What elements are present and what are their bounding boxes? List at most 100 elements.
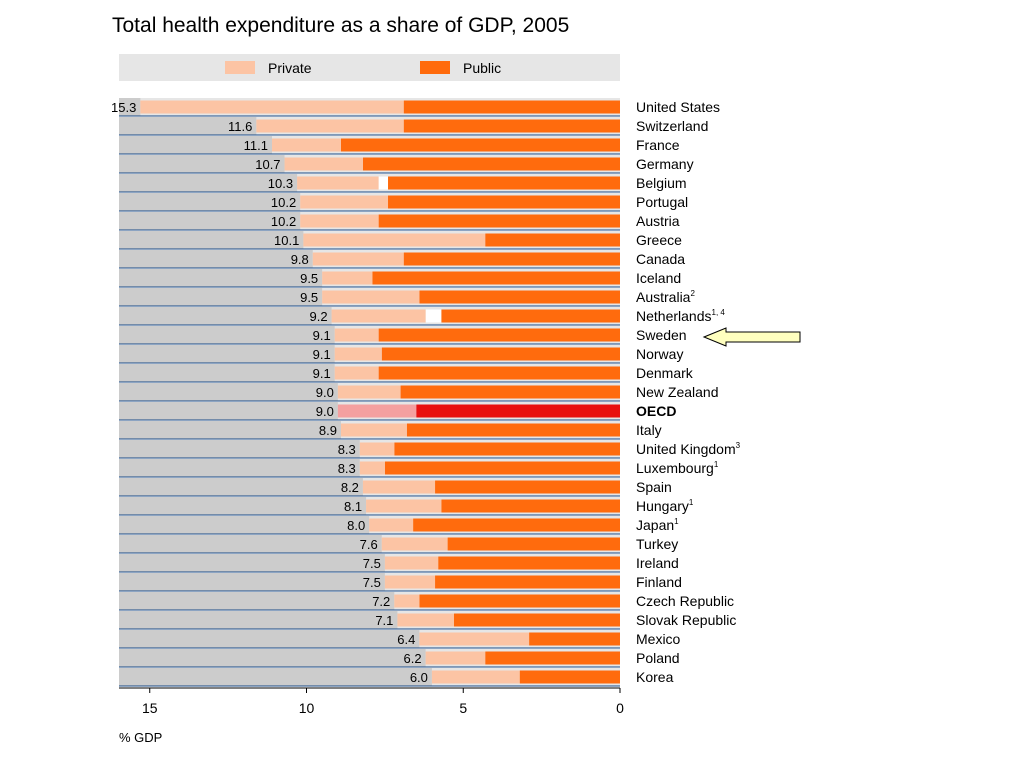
legend-label-private: Private — [268, 60, 312, 76]
legend-label-public: Public — [463, 60, 501, 76]
data-label: 6.2 — [404, 651, 422, 666]
bar-public — [403, 252, 620, 266]
footnote-marker: 1 — [714, 460, 719, 469]
row-band-shaded — [119, 478, 363, 496]
category-label: Iceland — [636, 270, 681, 286]
bar-private — [300, 195, 389, 209]
row-band-shaded — [119, 611, 398, 629]
data-label: 15.3 — [111, 100, 136, 115]
data-label: 8.9 — [319, 423, 337, 438]
data-label: 9.8 — [291, 252, 309, 267]
bar-private — [284, 157, 363, 171]
footnote-marker: 2 — [690, 289, 695, 298]
bar-public — [519, 670, 620, 684]
bar-public — [403, 100, 620, 114]
data-label: 7.6 — [360, 537, 378, 552]
row-band-shaded — [119, 269, 323, 287]
row-band-shaded — [119, 516, 370, 534]
left-arrow-icon — [702, 327, 801, 347]
bar-private — [425, 651, 486, 665]
x-tick-label: 10 — [299, 700, 315, 716]
category-label: Japan1 — [636, 517, 679, 533]
bar-private — [419, 632, 530, 646]
row-band-shaded — [119, 155, 285, 173]
category-label: France — [636, 137, 680, 153]
data-label: 8.3 — [338, 461, 356, 476]
bar-private — [359, 461, 385, 475]
bar-private — [366, 499, 442, 513]
bar-not-allocated — [378, 176, 389, 190]
data-label: 7.1 — [375, 613, 393, 628]
category-label: Slovak Republic — [636, 612, 736, 628]
bar-public — [453, 613, 620, 627]
category-label: Norway — [636, 346, 683, 362]
bar-public — [381, 347, 620, 361]
category-label: Belgium — [636, 175, 687, 191]
data-label: 9.5 — [300, 290, 318, 305]
bar-public — [416, 404, 620, 418]
bar-private — [256, 119, 404, 133]
bar-private — [312, 252, 404, 266]
bar-private — [334, 347, 382, 361]
category-label: Canada — [636, 251, 685, 267]
legend-band — [119, 54, 620, 81]
bar-private — [394, 594, 420, 608]
row-band-shaded — [119, 117, 257, 135]
row-band-shaded — [119, 136, 273, 154]
category-label: Germany — [636, 156, 694, 172]
bar-private — [384, 556, 439, 570]
row-band-shaded — [119, 98, 141, 116]
bar-public — [485, 651, 620, 665]
row-band-shaded — [119, 364, 335, 382]
row-band-shaded — [119, 250, 313, 268]
bar-public — [362, 157, 620, 171]
row-band-shaded — [119, 212, 301, 230]
bar-public — [340, 138, 620, 152]
data-label: 9.2 — [310, 309, 328, 324]
bar-private — [337, 385, 401, 399]
category-label: Portugal — [636, 194, 688, 210]
bar-private — [300, 214, 379, 228]
bar-public — [447, 537, 620, 551]
data-label: 10.3 — [268, 176, 293, 191]
bar-private — [303, 233, 486, 247]
data-label: 10.2 — [271, 214, 296, 229]
row-band-shaded — [119, 497, 367, 515]
bar-public — [378, 366, 620, 380]
category-label: OECD — [636, 403, 676, 419]
footnote-marker: 1, 4 — [712, 308, 726, 317]
data-label: 10.1 — [274, 233, 299, 248]
row-band-shaded — [119, 649, 426, 667]
bar-private — [272, 138, 341, 152]
category-label: Ireland — [636, 555, 679, 571]
data-label: 8.0 — [347, 518, 365, 533]
category-label: Denmark — [636, 365, 694, 381]
bar-public — [384, 461, 620, 475]
data-label: 9.1 — [313, 366, 331, 381]
category-label: Sweden — [636, 327, 687, 343]
row-band-shaded — [119, 193, 301, 211]
row-band-shaded — [119, 668, 432, 686]
bar-public — [413, 518, 620, 532]
category-label: Austria — [636, 213, 680, 229]
data-label: 9.0 — [316, 385, 334, 400]
category-label: United States — [636, 99, 720, 115]
row-band-shaded — [119, 174, 298, 192]
legend-swatch-private — [225, 61, 255, 74]
row-band-shaded — [119, 345, 335, 363]
row-band-shaded — [119, 402, 338, 420]
x-tick-label: 15 — [142, 700, 158, 716]
bar-public — [419, 594, 620, 608]
category-label: Switzerland — [636, 118, 708, 134]
row-band-shaded — [119, 307, 332, 325]
bar-private — [337, 404, 417, 418]
category-label: United Kingdom3 — [636, 441, 741, 457]
data-label: 10.2 — [271, 195, 296, 210]
row-band-shaded — [119, 383, 338, 401]
x-axis-label: % GDP — [119, 730, 162, 745]
bar-private — [297, 176, 379, 190]
data-label: 8.3 — [338, 442, 356, 457]
category-label: Poland — [636, 650, 680, 666]
category-label: Mexico — [636, 631, 681, 647]
page-title: Total health expenditure as a share of G… — [112, 14, 570, 37]
